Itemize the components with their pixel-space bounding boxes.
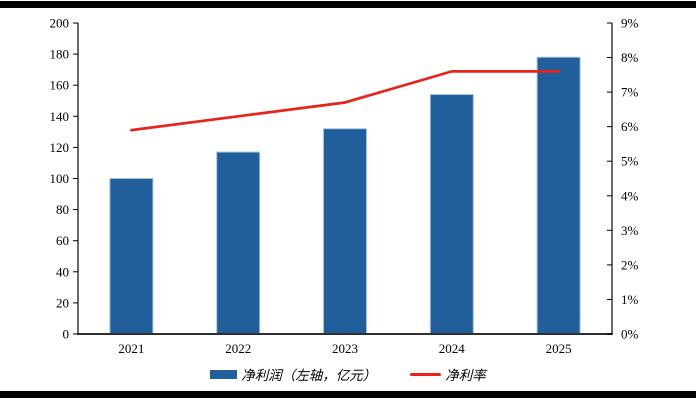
- right-tick-label: 7%: [621, 85, 639, 100]
- x-category-label: 2022: [225, 341, 251, 356]
- net-profit-bar: [216, 151, 261, 335]
- legend-item-net-margin: 净利率: [410, 364, 486, 384]
- left-tick-label: 0: [63, 327, 70, 342]
- top-rule: [0, 1, 696, 8]
- x-category-label: 2025: [546, 341, 572, 356]
- line-swatch-icon: [410, 372, 442, 376]
- left-tick-label: 160: [50, 78, 70, 93]
- right-tick-label: 0%: [621, 327, 639, 342]
- left-tick-label: 180: [50, 47, 70, 62]
- x-category-label: 2023: [332, 341, 358, 356]
- left-tick-label: 140: [50, 109, 70, 124]
- left-tick-label: 100: [50, 171, 70, 186]
- x-category-label: 2021: [118, 341, 144, 356]
- bar-swatch-icon: [210, 369, 238, 379]
- left-tick-label: 60: [56, 233, 69, 248]
- chart-legend: 净利润（左轴，亿元） 净利率: [0, 364, 696, 384]
- left-tick-label: 80: [56, 202, 69, 217]
- left-tick-label: 200: [50, 16, 70, 31]
- x-category-label: 2024: [439, 341, 466, 356]
- right-tick-label: 6%: [621, 119, 639, 134]
- legend-item-net-profit: 净利润（左轴，亿元）: [210, 364, 376, 384]
- right-tick-label: 1%: [621, 292, 639, 307]
- right-tick-label: 2%: [621, 257, 639, 272]
- right-tick-label: 3%: [621, 223, 639, 238]
- net-profit-bar: [429, 94, 474, 335]
- bottom-rule: [0, 391, 696, 398]
- net-margin-line: [130, 70, 560, 132]
- left-tick-label: 20: [56, 295, 69, 310]
- legend-label-net-profit: 净利润（左轴，亿元）: [241, 368, 377, 383]
- net-profit-bar: [536, 56, 581, 335]
- net-profit-bar: [323, 128, 367, 335]
- net-profit-bar: [109, 178, 154, 335]
- left-tick-label: 40: [56, 264, 69, 279]
- legend-label-net-margin: 净利率: [445, 368, 486, 383]
- right-tick-label: 5%: [621, 154, 639, 169]
- right-tick-label: 9%: [621, 16, 639, 31]
- left-tick-label: 120: [50, 140, 70, 155]
- combo-chart-canvas: 0 20 40 60 80 100 120 140 160 180 200 0% 1% 2% 3% 4% 5% 6…: [50, 16, 639, 357]
- right-tick-label: 4%: [621, 188, 639, 203]
- right-tick-label: 8%: [621, 50, 639, 65]
